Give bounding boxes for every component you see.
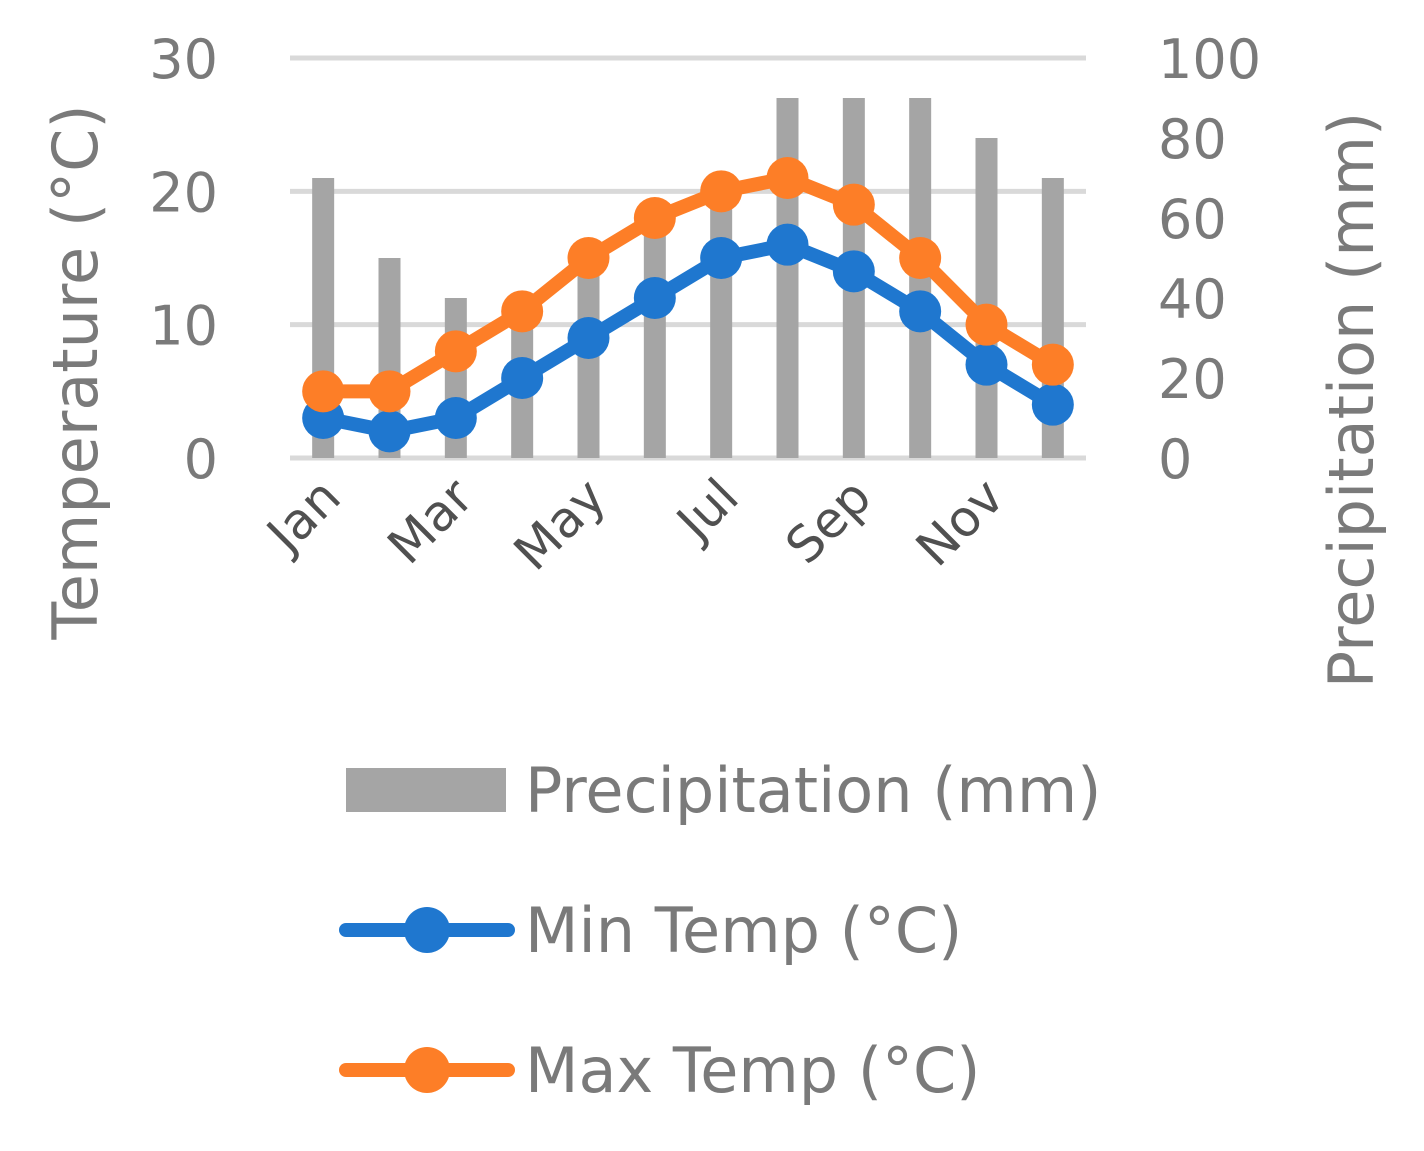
series-marker [1031,383,1074,426]
legend: Precipitation (mm) Min Temp (°C) Max Temp … [339,754,1101,1107]
series-marker [567,317,610,359]
series-marker [434,330,477,373]
precipitation-bar [577,270,600,458]
x-tick-label: Sep [775,467,883,575]
x-tick-label: Jul [664,467,750,553]
gridlines [290,55,1086,461]
right-tick-label: 100 [1158,28,1261,91]
series-marker [700,237,743,279]
left-tick-label: 30 [149,28,218,91]
x-tick-label: May [503,467,617,581]
series-marker [501,357,544,399]
series-marker [766,223,809,266]
series-marker [368,370,411,413]
legend-swatch [346,768,506,812]
series-marker [302,370,345,413]
series-marker [965,343,1008,386]
right-tick-label: 60 [1158,188,1227,251]
series-marker [899,237,942,279]
right-axis-ticks: 0 20 40 60 80 100 [1158,28,1261,491]
series-marker [832,183,875,226]
series-marker [1031,343,1074,386]
series-marker [766,157,809,199]
right-tick-label: 80 [1158,108,1227,171]
series-marker [633,277,676,319]
legend-label: Min Temp (°C) [525,894,962,967]
left-tick-label: 0 [184,428,218,491]
left-tick-label: 20 [149,161,218,224]
x-axis-ticks: Jan Mar May Jul Sep Nov [254,467,1015,581]
legend-marker [404,907,450,953]
left-axis-title: Temperature (°C) [39,104,112,640]
right-tick-label: 0 [1158,428,1192,491]
precipitation-bar [776,98,799,458]
series-marker [633,197,676,239]
precipitation-bar [975,138,998,458]
left-axis-ticks: 0 10 20 30 [149,28,218,491]
x-tick-label: Jan [254,467,352,565]
temperature-lines [302,157,1074,453]
series-marker [434,397,477,439]
right-axis-title: Precipitation (mm) [1315,112,1388,688]
series-marker [501,290,544,333]
right-tick-label: 40 [1158,268,1227,331]
legend-label: Max Temp (°C) [525,1034,981,1107]
series-marker [567,237,610,279]
x-tick-label: Mar [377,467,485,575]
series-marker [965,303,1008,346]
legend-marker [404,1047,450,1093]
series-marker [368,410,411,453]
series-marker [899,290,942,333]
x-tick-label: Nov [905,467,1015,577]
series-marker [832,250,875,293]
legend-label: Precipitation (mm) [525,754,1101,827]
left-tick-label: 10 [149,295,218,358]
right-tick-label: 20 [1158,348,1227,411]
series-marker [700,170,743,213]
precipitation-bar [643,230,666,458]
